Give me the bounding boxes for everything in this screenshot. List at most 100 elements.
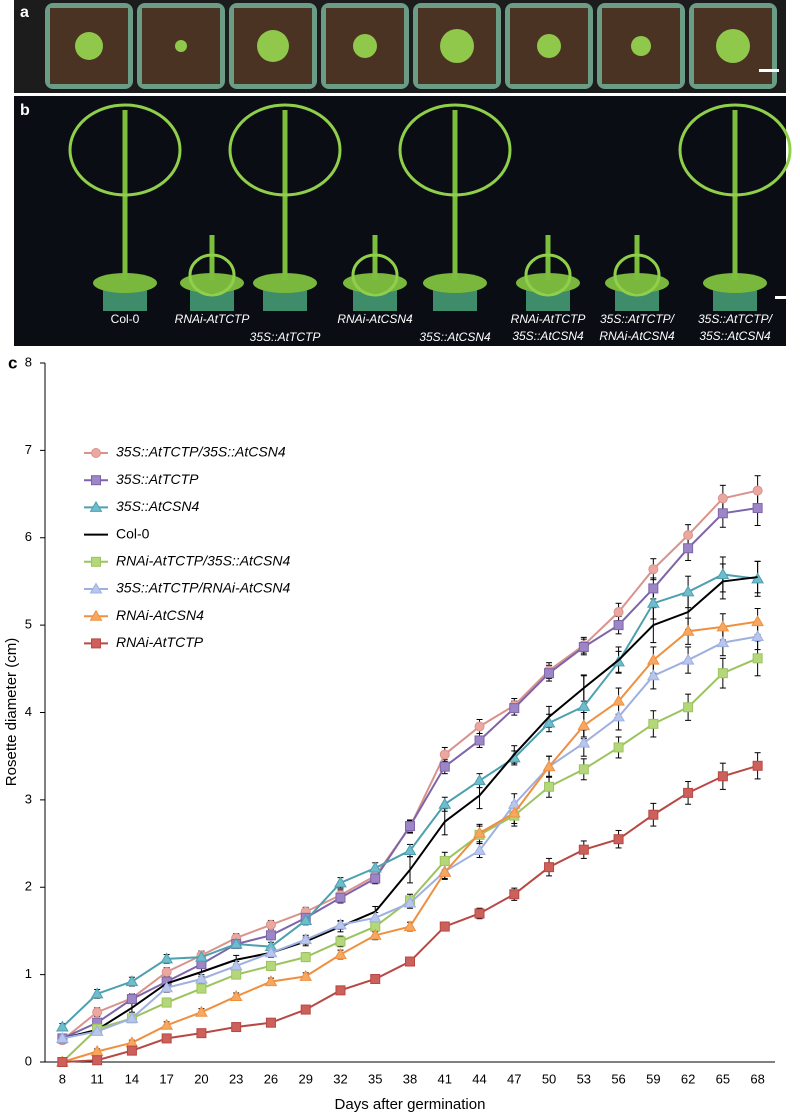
marker (544, 668, 555, 679)
marker (474, 735, 485, 746)
inflorescence (398, 103, 512, 197)
marker (370, 973, 381, 984)
marker (334, 876, 347, 888)
marker (405, 821, 415, 832)
x-tick-label: 29 (298, 1071, 312, 1086)
marker (370, 873, 381, 884)
marker (439, 749, 450, 760)
rosette (440, 29, 474, 63)
marker (438, 865, 452, 877)
x-tick-label: 53 (577, 1071, 591, 1086)
inflorescence (613, 253, 661, 297)
marker (683, 787, 694, 798)
x-tick-label: 47 (507, 1071, 521, 1086)
marker (56, 1020, 69, 1032)
y-axis-title: Rosette diameter (cm) (3, 638, 20, 786)
x-tick-label: 68 (750, 1071, 764, 1086)
marker (613, 620, 624, 631)
x-tick-label: 32 (333, 1071, 347, 1086)
marker (265, 960, 276, 971)
marker (542, 760, 556, 772)
marker (717, 493, 728, 504)
inflorescence (351, 253, 399, 297)
marker (368, 861, 382, 873)
plant-label: 35S::AtCSN4 (699, 329, 771, 343)
marker (300, 1004, 311, 1015)
legend-label: 35S::AtTCTP/RNAi-AtCSN4 (116, 580, 290, 596)
marker (334, 918, 347, 930)
marker (648, 718, 659, 729)
legend-marker (91, 475, 101, 486)
marker (577, 699, 591, 711)
marker (195, 972, 208, 984)
marker (613, 607, 624, 618)
marker (265, 1017, 276, 1028)
plant-label: 35S::AtTCTP/ (698, 312, 774, 326)
marker (578, 844, 589, 855)
rosette (716, 29, 750, 63)
marker (683, 530, 694, 541)
marker (160, 952, 174, 964)
plant-label: Col-0 (111, 312, 140, 326)
marker (229, 989, 243, 1001)
marker (229, 937, 243, 949)
marker (92, 1007, 103, 1018)
y-tick-label: 3 (25, 791, 32, 806)
marker (544, 781, 555, 792)
x-tick-label: 26 (264, 1071, 278, 1086)
marker (612, 710, 625, 722)
marker (196, 1028, 207, 1039)
plant-label: RNAi-AtTCTP (175, 312, 250, 326)
rosette (93, 273, 157, 293)
marker (403, 844, 417, 856)
marker (299, 913, 313, 925)
marker (751, 629, 764, 641)
y-tick-label: 8 (25, 354, 32, 369)
marker (509, 703, 520, 714)
marker (752, 760, 763, 771)
legend-label: 35S::AtTCTP/35S::AtCSN4 (116, 444, 286, 460)
marker (578, 641, 589, 652)
marker (683, 702, 694, 713)
marker (161, 967, 172, 978)
plant-label: 35S::AtCSN4 (419, 330, 491, 344)
marker (57, 1057, 68, 1067)
x-tick-label: 14 (125, 1071, 139, 1086)
x-tick-label: 11 (90, 1071, 104, 1086)
plant-label: 35S::AtCSN4 (512, 329, 584, 343)
marker (403, 920, 417, 932)
x-tick-label: 38 (403, 1071, 417, 1086)
x-tick-label: 59 (646, 1071, 660, 1086)
rosette (353, 34, 377, 58)
marker (125, 1011, 139, 1023)
y-tick-label: 2 (25, 879, 32, 894)
marker (195, 1005, 208, 1017)
marker (681, 624, 695, 636)
marker (648, 564, 659, 575)
legend-marker (89, 609, 103, 621)
marker (161, 997, 172, 1008)
x-tick-label: 50 (542, 1071, 556, 1086)
marker (717, 668, 728, 679)
marker (335, 892, 346, 903)
rosette (75, 32, 103, 60)
marker (299, 933, 313, 945)
marker (752, 485, 763, 496)
legend-label: Col-0 (116, 525, 150, 541)
legend-marker (91, 448, 101, 458)
y-tick-label: 4 (25, 704, 32, 719)
x-tick-label: 20 (194, 1071, 208, 1086)
y-tick-label: 5 (25, 617, 32, 632)
marker (646, 596, 660, 608)
x-tick-label: 17 (159, 1071, 173, 1086)
rosette (257, 30, 289, 62)
pots (45, 3, 777, 89)
rosette (423, 273, 487, 293)
marker (368, 928, 382, 940)
marker (646, 653, 660, 665)
plant-label: RNAi-AtCSN4 (599, 329, 675, 343)
marker (509, 889, 520, 900)
x-tick-label: 35 (368, 1071, 382, 1086)
marker (717, 508, 728, 519)
